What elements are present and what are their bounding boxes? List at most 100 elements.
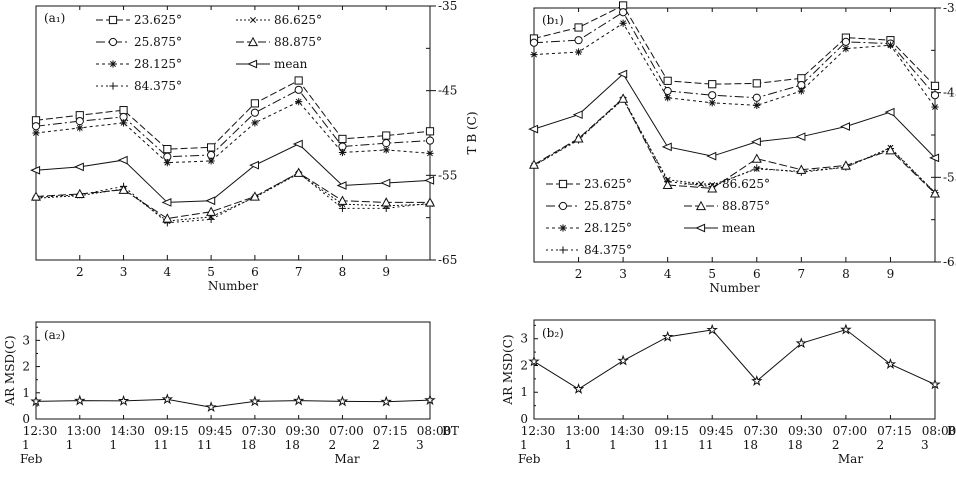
data-point xyxy=(161,198,172,207)
data-point xyxy=(75,117,84,126)
data-point xyxy=(884,358,897,370)
x-tick-label: 07:30 xyxy=(242,424,277,438)
data-point xyxy=(617,354,629,366)
legend-label: 25.875° xyxy=(134,35,182,49)
x-tick-label: 12:30 xyxy=(521,424,556,438)
data-point xyxy=(663,76,672,85)
legend-item: 86.625° xyxy=(236,13,322,27)
legend-item: 23.625° xyxy=(96,13,182,27)
data-point xyxy=(930,91,940,100)
data-point xyxy=(663,86,672,96)
data-point xyxy=(930,81,940,90)
x-tick-day: 2 xyxy=(328,438,336,452)
data-point xyxy=(163,144,172,154)
data-point xyxy=(382,131,391,140)
y-tick-label: -55 xyxy=(438,168,457,182)
series-line xyxy=(35,143,431,203)
legend-item: 23.625° xyxy=(546,177,632,191)
data-point xyxy=(795,132,806,142)
data-point xyxy=(251,119,259,127)
chart-a1: 2 3 4 5 6 7 8 9 -35 -45 -55 -65 Number T B (C) (a₁) 23.… xyxy=(30,0,479,293)
y-tick-label: -35 xyxy=(438,0,457,13)
data-point xyxy=(840,323,852,335)
data-point xyxy=(929,153,940,163)
x-tick-day: 3 xyxy=(921,438,929,452)
data-point xyxy=(249,160,259,170)
data-point xyxy=(205,401,217,413)
x-tick-day: 18 xyxy=(285,438,300,452)
x-tick-label: 8 xyxy=(842,267,850,281)
legend-marker xyxy=(698,181,704,187)
y-tick-label: 0 xyxy=(520,412,528,426)
x-tick-day: 18 xyxy=(743,438,758,452)
data-point xyxy=(30,165,41,175)
series-86.625 xyxy=(33,170,433,225)
x-tick-label: 2 xyxy=(575,267,583,281)
data-point xyxy=(617,69,628,79)
data-point xyxy=(380,178,391,188)
data-point xyxy=(76,124,84,132)
data-point xyxy=(30,395,42,407)
x-tick-label: 2 xyxy=(76,265,84,279)
chart-b2: 012312:30113:00114:30109:151109:451107:3… xyxy=(501,319,956,466)
data-point xyxy=(424,394,436,406)
legend-marker xyxy=(558,179,568,189)
legend-label: 86.625° xyxy=(722,177,770,191)
data-point xyxy=(292,139,303,149)
legend-label: 28.125° xyxy=(134,57,182,71)
series-mean xyxy=(30,139,435,207)
series-line xyxy=(35,172,430,220)
plot-frame xyxy=(533,319,936,420)
legend-label: 88.875° xyxy=(722,199,770,213)
data-point xyxy=(206,206,217,216)
legend-marker xyxy=(109,82,117,90)
series-25.875 xyxy=(529,8,940,102)
legend-item: 88.875° xyxy=(236,35,322,49)
y-tick-label: -65 xyxy=(943,255,956,269)
y-tick-label: 2 xyxy=(520,358,528,372)
panel-label: (b₂) xyxy=(542,326,564,340)
data-point xyxy=(572,110,583,120)
data-point xyxy=(706,151,717,161)
series-line xyxy=(533,97,936,194)
data-point xyxy=(426,149,434,157)
data-point xyxy=(662,179,673,190)
legend-label: 84.375° xyxy=(134,79,182,93)
data-point xyxy=(528,124,539,134)
data-point xyxy=(425,127,435,136)
data-point xyxy=(574,23,583,32)
x-tick-day: 1 xyxy=(565,438,573,452)
data-point xyxy=(30,191,42,201)
series-line xyxy=(533,4,936,87)
series-line xyxy=(533,96,936,193)
y-tick-label: -65 xyxy=(438,253,457,267)
data-point xyxy=(292,394,305,406)
x-tick-label: 5 xyxy=(708,267,716,281)
data-point xyxy=(618,93,629,103)
x-tick-label: 4 xyxy=(664,267,672,281)
plot-frame xyxy=(35,5,431,261)
x-tick-day: 11 xyxy=(153,438,168,452)
legend-label: 84.375° xyxy=(584,243,632,257)
legend-item: 86.625° xyxy=(684,177,770,191)
legend-marker xyxy=(695,200,707,211)
data-point xyxy=(74,394,86,406)
series-84.375 xyxy=(32,169,434,227)
y-axis-label: AR MSD(C) xyxy=(3,335,17,406)
data-point xyxy=(338,134,347,144)
x-tick-label: 07:15 xyxy=(373,424,408,438)
data-point xyxy=(619,19,627,27)
x-tick-day: 11 xyxy=(654,438,669,452)
legend-item: 84.375° xyxy=(546,243,632,257)
legend: 23.625° 86.625° 25.875° 88.875° 28.125° mean 8… xyxy=(96,13,322,93)
legend-marker xyxy=(108,15,118,25)
data-point xyxy=(31,122,41,131)
x-tick-label: 08:00 xyxy=(417,424,452,438)
data-point xyxy=(530,50,538,59)
x-tick-label: 12:30 xyxy=(23,424,58,438)
y-tick-label: 0 xyxy=(22,412,30,426)
data-point xyxy=(752,93,761,102)
chart-a2: 012312:30113:00114:30109:151109:451107:3… xyxy=(3,321,459,466)
data-point xyxy=(797,74,806,83)
